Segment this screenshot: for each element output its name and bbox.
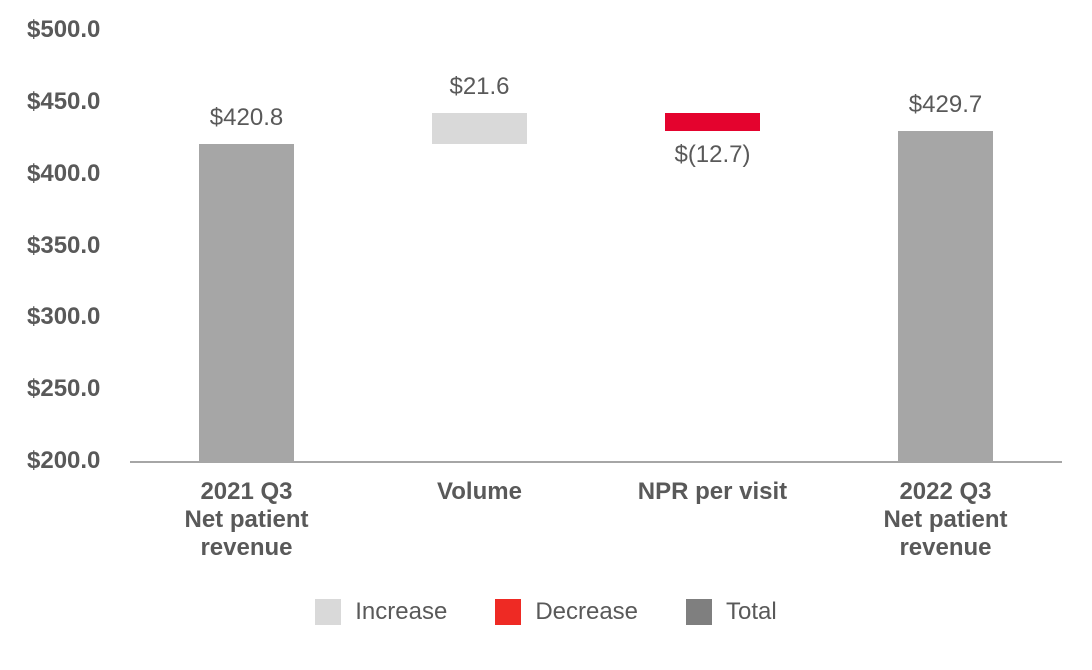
category-label-line: revenue [200,534,293,561]
category-label-line: 2022 Q3 [899,478,992,505]
y-axis-tick-label: $500.0 [27,16,101,43]
category-label: 2021 Q3 Net patient revenue [130,478,363,562]
bar-value-label: $429.7 [908,90,983,118]
bar-value-label: $(12.7) [674,140,751,168]
y-axis-tick-label: $400.0 [27,159,101,187]
waterfall-bar-total [199,143,294,461]
y-axis-tick-label: $450.0 [27,87,101,115]
waterfall-bar-total [898,130,993,461]
category-label: NPR per visit [596,478,829,506]
y-axis-tick-label: $350.0 [27,231,101,259]
chart-legend: Increase Decrease Total [0,598,1092,626]
category-label: 2022 Q3 Net patient revenue [829,478,1062,562]
legend-item-decrease: Decrease [495,598,638,626]
legend-item-increase: Increase [315,598,447,626]
legend-swatch-icon [315,599,342,625]
waterfall-bar-increase [432,112,527,144]
bar-value-label: $21.6 [449,72,510,100]
legend-label: Increase [355,598,448,625]
category-label-line: Net patient [184,506,309,533]
y-axis-tick-label: $300.0 [27,303,101,331]
legend-swatch-icon [495,599,522,625]
category-label-line: 2021 Q3 [200,478,293,505]
x-axis-line [130,461,1062,463]
y-axis-tick-label: $200.0 [27,447,101,474]
legend-swatch-icon [686,599,713,625]
legend-label: Total [726,598,777,625]
waterfall-bar-decrease [665,112,760,131]
category-label-line: revenue [899,534,992,561]
legend-item-total: Total [686,598,777,626]
y-axis-tick-label: $250.0 [27,375,101,403]
category-label-line: Net patient [883,506,1008,533]
legend-label: Decrease [535,598,639,625]
category-label-line: NPR per visit [637,478,788,505]
category-label-line: Volume [437,478,522,505]
category-label: Volume [363,478,596,506]
bar-value-label: $420.8 [209,103,284,131]
